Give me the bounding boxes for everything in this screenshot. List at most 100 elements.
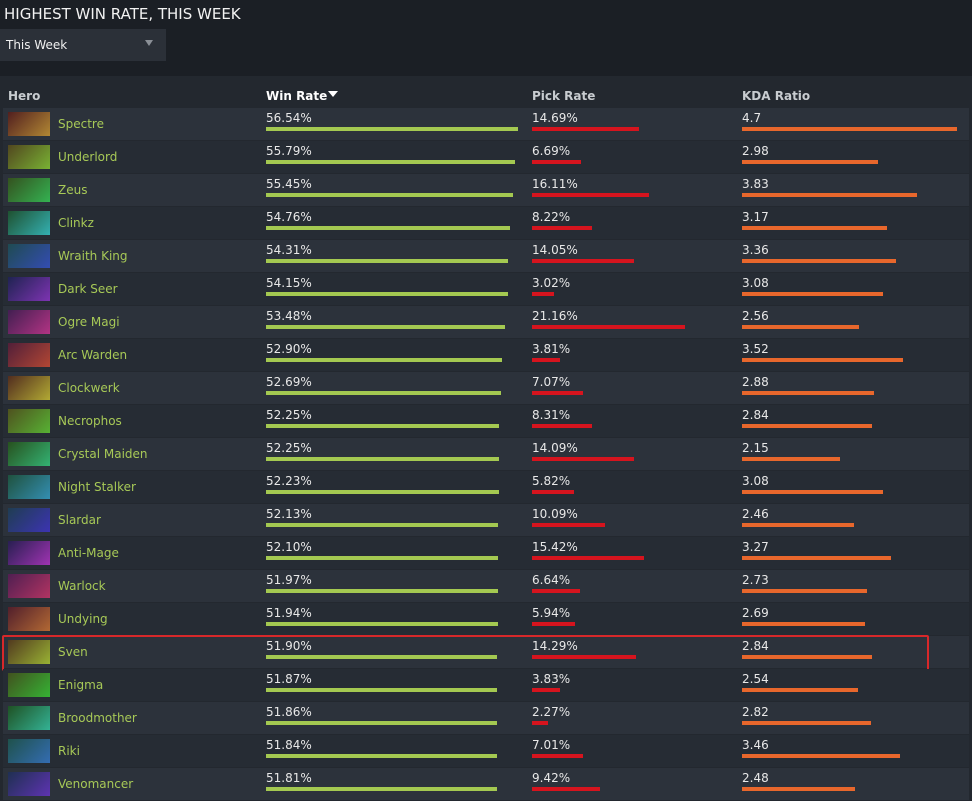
pick-rate: 8.31% bbox=[532, 408, 571, 422]
kda-bar bbox=[742, 292, 883, 296]
pick-rate: 14.29% bbox=[532, 639, 578, 653]
pick-rate-bar bbox=[532, 457, 635, 461]
kda-ratio: 3.17 bbox=[742, 210, 769, 224]
hero-icon bbox=[8, 112, 50, 136]
table-row[interactable] bbox=[3, 438, 969, 470]
pick-rate-bar bbox=[532, 325, 686, 329]
hero-icon bbox=[8, 607, 50, 631]
win-rate: 52.23% bbox=[266, 474, 312, 488]
pick-rate-bar bbox=[532, 655, 636, 659]
kda-ratio: 2.84 bbox=[742, 639, 769, 653]
table-row[interactable] bbox=[3, 174, 969, 206]
win-rate-bar bbox=[266, 259, 509, 263]
table-row[interactable] bbox=[3, 669, 969, 701]
table-row[interactable] bbox=[3, 702, 969, 734]
kda-bar bbox=[742, 424, 872, 428]
win-rate: 52.25% bbox=[266, 408, 312, 422]
table-row[interactable] bbox=[3, 504, 969, 536]
pick-rate-bar bbox=[532, 490, 575, 494]
hero-icon bbox=[8, 739, 50, 763]
table-row[interactable] bbox=[3, 768, 969, 800]
hero-icon bbox=[8, 244, 50, 268]
table-row[interactable] bbox=[3, 207, 969, 239]
win-rate: 55.45% bbox=[266, 177, 312, 191]
hero-name[interactable]: Wraith King bbox=[58, 249, 128, 263]
hero-name[interactable]: Clinkz bbox=[58, 216, 94, 230]
hero-name[interactable]: Zeus bbox=[58, 183, 88, 197]
win-rate: 51.84% bbox=[266, 738, 312, 752]
hero-name[interactable]: Slardar bbox=[58, 513, 101, 527]
page-title: HIGHEST WIN RATE, THIS WEEK bbox=[4, 5, 241, 23]
table-row[interactable] bbox=[3, 306, 969, 338]
period-dropdown[interactable]: This Week bbox=[0, 29, 166, 61]
win-rate: 56.54% bbox=[266, 111, 312, 125]
kda-ratio: 2.88 bbox=[742, 375, 769, 389]
hero-name[interactable]: Undying bbox=[58, 612, 108, 626]
win-rate: 54.31% bbox=[266, 243, 312, 257]
kda-ratio: 3.46 bbox=[742, 738, 769, 752]
win-rate-bar bbox=[266, 160, 515, 164]
column-header[interactable]: Win Rate bbox=[266, 89, 328, 103]
kda-bar bbox=[742, 754, 901, 758]
table-row[interactable] bbox=[3, 570, 969, 602]
hero-name[interactable]: Broodmother bbox=[58, 711, 137, 725]
pick-rate: 16.11% bbox=[532, 177, 578, 191]
hero-icon bbox=[8, 475, 50, 499]
table-row[interactable] bbox=[3, 339, 969, 371]
kda-bar bbox=[742, 358, 903, 362]
kda-bar bbox=[742, 325, 859, 329]
hero-name[interactable]: Underlord bbox=[58, 150, 118, 164]
hero-icon bbox=[8, 145, 50, 169]
hero-name[interactable]: Arc Warden bbox=[58, 348, 128, 362]
hero-name[interactable]: Crystal Maiden bbox=[58, 447, 148, 461]
win-rate: 51.94% bbox=[266, 606, 312, 620]
pick-rate: 10.09% bbox=[532, 507, 578, 521]
kda-bar bbox=[742, 160, 879, 164]
kda-bar bbox=[742, 523, 855, 527]
hero-name[interactable]: Warlock bbox=[58, 579, 106, 593]
kda-bar bbox=[742, 721, 871, 725]
hero-name[interactable]: Dark Seer bbox=[58, 282, 118, 296]
win-rate-bar bbox=[266, 688, 498, 692]
kda-ratio: 4.7 bbox=[742, 111, 762, 125]
hero-name[interactable]: Sven bbox=[58, 645, 88, 659]
table-row[interactable] bbox=[3, 240, 969, 272]
hero-name[interactable]: Riki bbox=[58, 744, 80, 758]
column-header[interactable]: Pick Rate bbox=[532, 89, 596, 103]
win-rate: 52.90% bbox=[266, 342, 312, 356]
table-row[interactable] bbox=[3, 603, 969, 635]
hero-icon bbox=[8, 211, 50, 235]
kda-ratio: 3.08 bbox=[742, 474, 769, 488]
table-row[interactable] bbox=[3, 537, 969, 569]
pick-rate-bar bbox=[532, 292, 554, 296]
table-row[interactable] bbox=[3, 636, 969, 668]
hero-name[interactable]: Enigma bbox=[58, 678, 104, 692]
hero-name[interactable]: Spectre bbox=[58, 117, 104, 131]
hero-name[interactable]: Necrophos bbox=[58, 414, 122, 428]
kda-bar bbox=[742, 622, 865, 626]
kda-ratio: 2.82 bbox=[742, 705, 769, 719]
pick-rate: 14.05% bbox=[532, 243, 578, 257]
table-row[interactable] bbox=[3, 108, 969, 140]
table-row[interactable] bbox=[3, 372, 969, 404]
win-rate: 52.69% bbox=[266, 375, 312, 389]
win-rate-bar bbox=[266, 193, 514, 197]
hero-name[interactable]: Clockwerk bbox=[58, 381, 120, 395]
kda-bar bbox=[742, 589, 867, 593]
table-row[interactable] bbox=[3, 735, 969, 767]
pick-rate-bar bbox=[532, 754, 583, 758]
table-row[interactable] bbox=[3, 141, 969, 173]
hero-name[interactable]: Venomancer bbox=[58, 777, 134, 791]
win-rate-bar bbox=[266, 424, 500, 428]
table-row[interactable] bbox=[3, 471, 969, 503]
table-row[interactable] bbox=[3, 273, 969, 305]
hero-name[interactable]: Night Stalker bbox=[58, 480, 136, 494]
pick-rate-bar bbox=[532, 556, 644, 560]
pick-rate: 7.07% bbox=[532, 375, 571, 389]
hero-icon bbox=[8, 706, 50, 730]
hero-name[interactable]: Ogre Magi bbox=[58, 315, 120, 329]
table-row[interactable] bbox=[3, 405, 969, 437]
column-header[interactable]: KDA Ratio bbox=[742, 89, 811, 103]
pick-rate-bar bbox=[532, 424, 593, 428]
hero-name[interactable]: Anti-Mage bbox=[58, 546, 119, 560]
